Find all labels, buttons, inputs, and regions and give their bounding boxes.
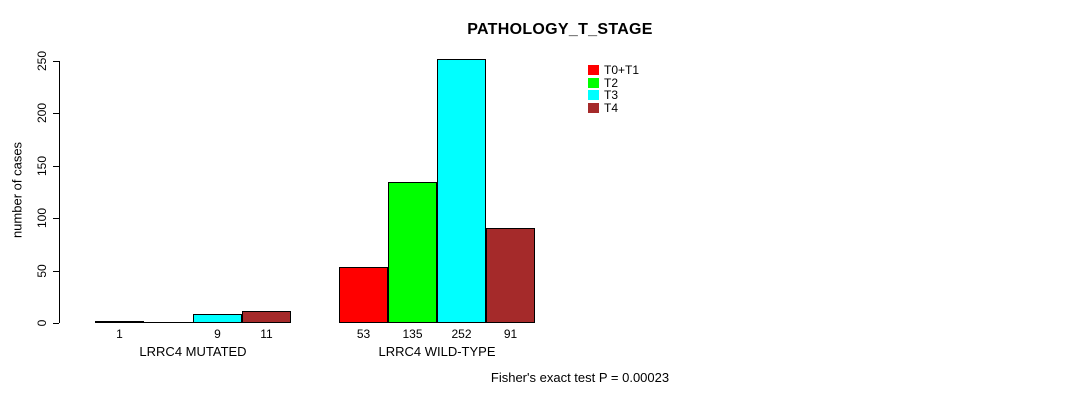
y-axis-title: number of cases: [9, 141, 25, 239]
bar-value-label: 11: [260, 327, 273, 341]
bar-value-label: 252: [451, 327, 472, 341]
bar-value-label: 135: [402, 327, 423, 341]
legend: T0+T1 T2 T3 T4: [588, 64, 639, 114]
stat-test-annotation: Fisher's exact test P = 0.00023: [490, 370, 670, 385]
legend-label: T2: [604, 75, 619, 90]
y-tick-label: 150: [35, 155, 49, 177]
group-label-1: LRRC4 WILD-TYPE: [378, 344, 496, 359]
bar-t4-group0: [242, 311, 291, 323]
y-tick-mark: [53, 271, 59, 272]
legend-item: T4: [588, 102, 639, 115]
bar-value-label: 53: [356, 327, 371, 341]
chart-title: PATHOLOGY_T_STAGE: [467, 21, 653, 38]
y-tick-mark: [53, 61, 59, 62]
bar-t0-t1-group0: [95, 321, 144, 323]
bar-t4-group1: [486, 228, 535, 323]
legend-swatch-t4: [588, 102, 599, 113]
y-axis-line: [59, 61, 60, 323]
legend-swatch-t3: [588, 90, 599, 101]
y-tick-label: 250: [35, 50, 49, 72]
legend-item: T0+T1: [588, 64, 639, 77]
legend-label: T4: [604, 100, 619, 115]
bar-t2-group0: [144, 322, 193, 323]
bar-t2-group1: [388, 182, 437, 323]
y-tick-mark: [53, 113, 59, 114]
y-tick-label: 200: [35, 102, 49, 124]
legend-label: T0+T1: [604, 63, 640, 78]
bar-value-label: 1: [116, 327, 123, 341]
bar-value-label: 91: [503, 327, 518, 341]
legend-swatch-t2: [588, 77, 599, 88]
legend-item: T2: [588, 77, 639, 90]
bar-t3-group1: [437, 59, 486, 323]
y-tick-mark: [53, 166, 59, 167]
y-tick-mark: [53, 323, 59, 324]
legend-label: T3: [604, 88, 619, 103]
y-tick-label: 50: [35, 264, 49, 278]
group-label-0: LRRC4 MUTATED: [139, 344, 247, 359]
y-tick-label: 0: [35, 319, 49, 327]
bar-t0-t1-group1: [339, 267, 388, 323]
bar-value-label: 9: [214, 327, 221, 341]
bar-t3-group0: [193, 314, 242, 323]
legend-item: T3: [588, 89, 639, 102]
legend-swatch-t0-t1: [588, 65, 599, 76]
y-tick-mark: [53, 218, 59, 219]
y-tick-label: 100: [35, 207, 49, 229]
